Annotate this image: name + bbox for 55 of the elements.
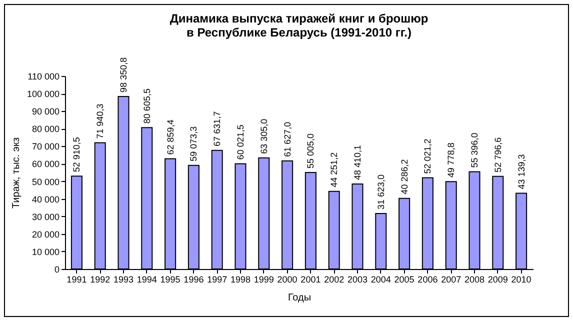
y-tick-label: 110 000	[28, 72, 60, 82]
data-label: 55 396,0	[470, 132, 480, 168]
y-tick-label: 60 000	[32, 159, 60, 170]
x-tick-label: 2008	[464, 274, 485, 284]
y-tick-label: 40 000	[32, 194, 60, 204]
y-tick-label: 0	[54, 264, 60, 274]
x-tick-label: 1999	[254, 274, 274, 284]
x-tick-label: 2002	[324, 274, 344, 284]
x-tick-label: 2004	[370, 274, 391, 284]
x-tick-label: 1996	[184, 274, 204, 284]
y-tick-label: 20 000	[32, 229, 60, 240]
data-label: 43 139,3	[516, 154, 526, 190]
chart-title: Динамика выпуска тиражей книг и брошюр в Республике Беларусь (1991-2010 гг.)	[170, 11, 428, 40]
x-tick-label: 1994	[136, 274, 157, 284]
x-tick-label: 1991	[66, 274, 87, 284]
data-label: 44 251,2	[329, 152, 340, 188]
y-tick-label: 10 000	[32, 246, 60, 257]
data-label: 63 305,0	[258, 118, 269, 154]
data-label: 62 859,4	[165, 120, 176, 155]
y-tick-label: 80 000	[32, 124, 60, 134]
x-tick-label: 2006	[418, 274, 438, 284]
data-label: 61 627,0	[282, 122, 292, 157]
y-tick-label: 70 000	[32, 142, 60, 152]
y-tick-label: 50 000	[32, 176, 60, 187]
x-tick-label: 2007	[441, 274, 462, 284]
x-tick-label: 1995	[160, 274, 180, 284]
data-label: 31 623,0	[376, 174, 386, 210]
y-tick-label: 90 000	[32, 106, 60, 117]
data-label: 52 796,6	[492, 137, 503, 172]
y-axis-title: Тираж, тыс. экз	[10, 137, 22, 209]
x-tick-label: 2003	[347, 274, 368, 284]
data-label: 55 005,0	[306, 133, 316, 168]
x-tick-label: 1998	[230, 274, 251, 284]
data-label: 71 940,3	[95, 104, 106, 139]
data-label: 40 286,2	[399, 159, 410, 194]
x-tick-label: 1997	[207, 274, 228, 284]
x-tick-label: 2001	[300, 274, 321, 284]
data-label: 80 605,5	[142, 88, 152, 124]
x-tick-label: 2005	[394, 274, 414, 284]
x-tick-label: 1992	[90, 274, 110, 284]
data-label: 98 350,8	[118, 57, 128, 92]
data-label: 48 410,1	[352, 145, 362, 180]
x-tick-label: 1993	[113, 274, 134, 284]
data-label: 52 910,5	[72, 137, 82, 172]
y-tick-label: 30 000	[32, 212, 60, 222]
data-label: 49 778,8	[446, 142, 456, 178]
x-axis-title: Годы	[288, 292, 312, 304]
y-tick-label: 100 000	[26, 89, 60, 100]
x-tick-label: 2000	[277, 274, 298, 284]
x-tick-label: 2009	[488, 274, 508, 284]
data-label: 60 021,5	[236, 124, 246, 160]
data-label: 67 631,7	[212, 111, 222, 146]
data-label: 59 073,3	[188, 126, 199, 162]
data-label: 52 021,2	[422, 138, 433, 174]
x-tick-label: 2010	[511, 274, 532, 284]
